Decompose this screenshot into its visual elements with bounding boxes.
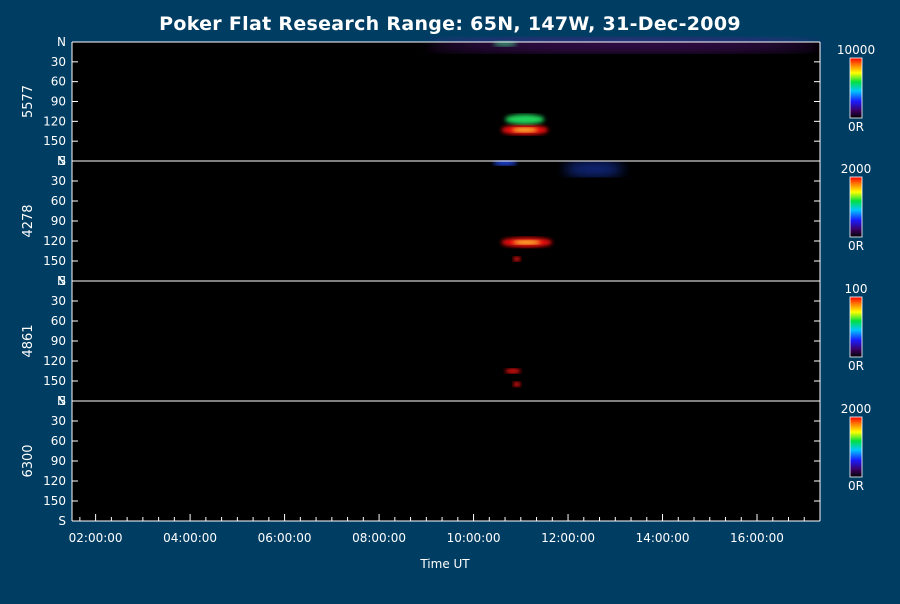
x-tick-label: 14:00:00	[636, 531, 690, 545]
x-tick-label: 08:00:00	[352, 531, 406, 545]
y-tick-label: 90	[51, 95, 66, 109]
y-tick-label: 60	[51, 194, 66, 208]
panel-label: 4278	[21, 204, 36, 237]
panel-background	[72, 281, 820, 401]
x-tick-label: 02:00:00	[69, 531, 123, 545]
x-tick-label: 10:00:00	[447, 531, 501, 545]
panel-5577: N 30 60 90 120 150 S 5577 10000 0R	[21, 35, 875, 168]
y-tick-label: 30	[51, 55, 66, 69]
x-tick-label: 16:00:00	[730, 531, 784, 545]
panel-4278: N 30 60 90 120 150 S 4278 2000 0R	[21, 154, 871, 288]
colorbar-min-label: 0R	[848, 479, 864, 493]
y-tick-label: 90	[51, 214, 66, 228]
keogram-feature	[505, 368, 521, 374]
y-tick-label: 90	[51, 454, 66, 468]
x-tick-label: 12:00:00	[541, 531, 595, 545]
keogram-feature	[426, 38, 820, 53]
panel-label: 5577	[21, 85, 36, 118]
y-tick-label: S	[58, 154, 66, 168]
y-tick-label: S	[58, 394, 66, 408]
y-tick-label: 60	[51, 434, 66, 448]
colorbar-4861	[849, 296, 863, 358]
y-tick-label: 120	[43, 234, 66, 248]
colorbar-5577	[849, 57, 863, 119]
colorbar-min-label: 0R	[848, 359, 864, 373]
y-tick-label: 150	[43, 374, 66, 388]
keogram-feature	[564, 162, 624, 176]
y-tick-label: 30	[51, 294, 66, 308]
x-axis-label: Time UT	[419, 557, 470, 571]
colorbar-min-label: 0R	[848, 239, 864, 253]
y-tick-label: 60	[51, 314, 66, 328]
panel-background	[72, 42, 820, 161]
y-tick-label: 150	[43, 494, 66, 508]
colorbar-4278	[849, 176, 863, 238]
panel-4861: N 30 60 90 120 150 S 4861 100 0R	[21, 274, 867, 408]
y-tick-label: 90	[51, 334, 66, 348]
colorbar-min-label: 0R	[848, 120, 864, 134]
colorbar-max-label: 100	[845, 282, 868, 296]
y-tick-label: N	[57, 394, 66, 408]
panel-label: 4861	[21, 324, 36, 357]
colorbar-6300	[849, 416, 863, 478]
keogram-feature	[512, 256, 521, 262]
y-tick-label: S	[58, 514, 66, 528]
x-tick-label: 06:00:00	[258, 531, 312, 545]
keogram-feature	[493, 160, 517, 166]
y-tick-label: S	[58, 274, 66, 288]
panel-6300: N 30 60 90 120 150 S 6300 2000 0R	[21, 394, 871, 528]
x-axis: 02:00:00 04:00:00 06:00:00 08:00:00 10:00:00…	[69, 514, 821, 545]
panel-background	[72, 401, 820, 521]
y-tick-label: 120	[43, 354, 66, 368]
y-tick-label: 150	[43, 134, 66, 148]
panel-label: 6300	[21, 444, 36, 477]
keogram-feature	[512, 381, 521, 387]
y-tick-label: N	[57, 154, 66, 168]
keogram-feature-core	[511, 127, 538, 133]
panel-background	[72, 161, 820, 281]
colorbar-max-label: 2000	[841, 162, 872, 176]
y-tick-label: 150	[43, 254, 66, 268]
keogram-feature	[505, 114, 545, 125]
chart-title: Poker Flat Research Range: 65N, 147W, 31…	[159, 13, 741, 35]
y-tick-label: 30	[51, 414, 66, 428]
y-tick-label: N	[57, 35, 66, 49]
y-tick-label: 120	[43, 474, 66, 488]
y-tick-label: N	[57, 274, 66, 288]
colorbar-max-label: 2000	[841, 402, 872, 416]
colorbar-max-label: 10000	[837, 43, 875, 57]
x-tick-label: 04:00:00	[163, 531, 217, 545]
y-tick-label: 60	[51, 75, 66, 89]
panels-group: N 30 60 90 120 150 S 5577 10000 0R N 30 60 90 120 150 S 4…	[21, 35, 875, 528]
y-tick-label: 120	[43, 114, 66, 128]
keogram-feature-core	[512, 240, 541, 245]
y-tick-label: 30	[51, 174, 66, 188]
